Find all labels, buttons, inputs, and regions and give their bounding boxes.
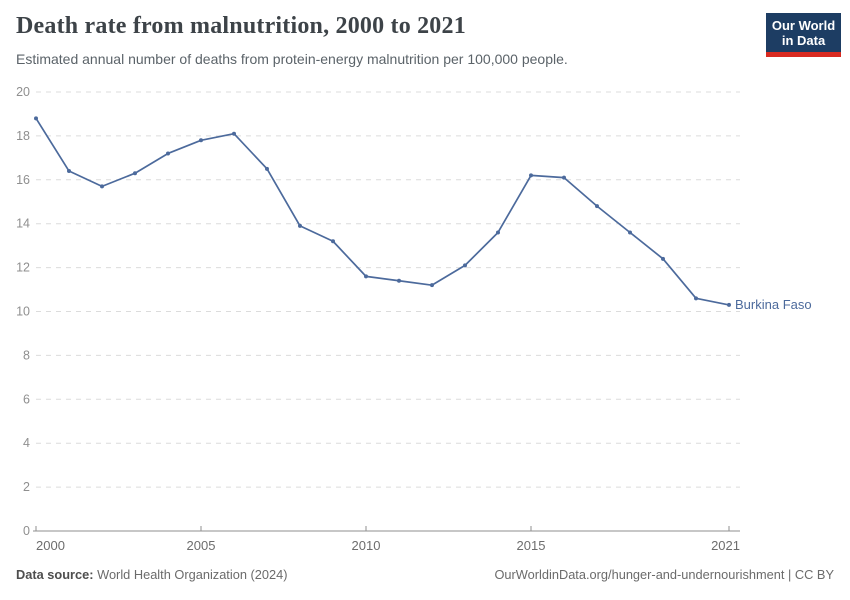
y-tick-label: 10 xyxy=(16,305,30,319)
x-tick-label: 2015 xyxy=(517,538,546,553)
data-point xyxy=(133,171,137,176)
owid-logo-line1: Our World xyxy=(771,18,836,33)
data-point xyxy=(100,184,104,189)
y-tick-label: 20 xyxy=(16,85,30,99)
data-point xyxy=(430,283,434,288)
data-point xyxy=(232,131,236,136)
y-tick-label: 0 xyxy=(23,524,30,538)
data-point xyxy=(595,204,599,209)
footer-link[interactable]: OurWorldinData.org/hunger-and-undernouri… xyxy=(494,567,834,582)
data-point xyxy=(628,230,632,235)
data-point xyxy=(496,230,500,235)
y-tick-label: 14 xyxy=(16,217,30,231)
series-end-label: Burkina Faso xyxy=(735,297,812,312)
data-point xyxy=(298,223,302,228)
data-point xyxy=(661,256,665,261)
data-point xyxy=(364,274,368,279)
data-point xyxy=(166,151,170,156)
chart-subtitle: Estimated annual number of deaths from p… xyxy=(16,51,568,67)
y-tick-label: 6 xyxy=(23,392,30,406)
x-tick-label: 2021 xyxy=(711,538,740,553)
y-tick-label: 18 xyxy=(16,129,30,143)
data-point xyxy=(463,263,467,268)
page-title: Death rate from malnutrition, 2000 to 20… xyxy=(16,13,466,39)
data-point xyxy=(397,278,401,283)
data-point xyxy=(199,138,203,143)
y-tick-label: 8 xyxy=(23,348,30,362)
data-point xyxy=(727,302,731,307)
data-line xyxy=(35,117,730,306)
data-point xyxy=(34,116,38,121)
x-tick-label: 2000 xyxy=(36,538,65,553)
x-tick-label: 2005 xyxy=(187,538,216,553)
data-point xyxy=(694,296,698,301)
owid-logo[interactable]: Our World in Data xyxy=(766,13,841,57)
data-source-label: Data source: xyxy=(16,567,94,582)
y-tick-label: 12 xyxy=(16,261,30,275)
owid-logo-line2: in Data xyxy=(781,33,826,48)
data-point xyxy=(529,173,533,178)
x-tick-label: 2010 xyxy=(352,538,381,553)
data-source: Data source: World Health Organization (… xyxy=(16,567,288,582)
y-tick-label: 16 xyxy=(16,173,30,187)
data-point xyxy=(331,239,335,244)
y-tick-label: 4 xyxy=(23,436,30,450)
data-source-value: World Health Organization (2024) xyxy=(97,567,288,582)
chart-footer: Data source: World Health Organization (… xyxy=(0,567,850,582)
data-point xyxy=(67,169,71,174)
data-point xyxy=(562,175,566,180)
data-point xyxy=(265,166,269,171)
y-tick-label: 2 xyxy=(23,480,30,494)
